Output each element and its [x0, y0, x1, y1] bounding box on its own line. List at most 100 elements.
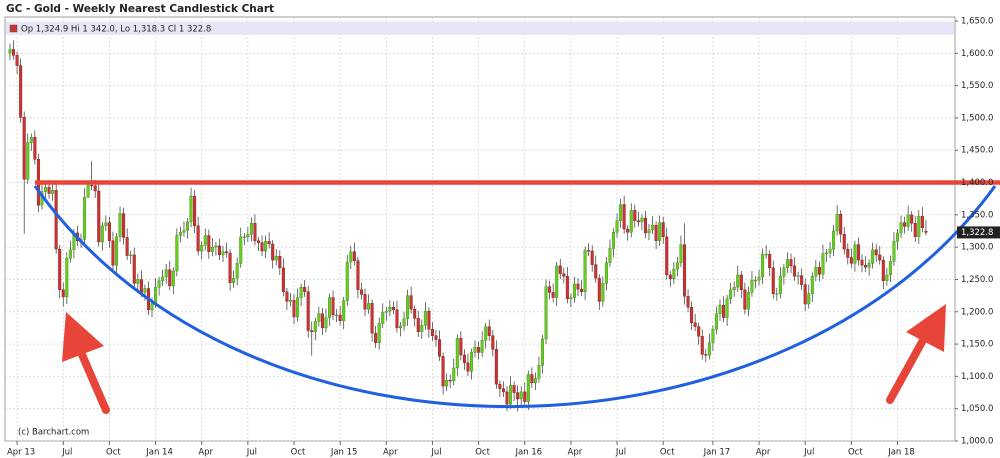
x-tick-label: Apr — [568, 448, 583, 458]
candle-body — [139, 279, 143, 293]
candle-body — [232, 277, 236, 283]
candle-body — [651, 224, 655, 230]
candle-body — [29, 137, 33, 143]
candle-body — [903, 222, 907, 227]
candle-body — [785, 259, 789, 269]
candle-body — [299, 287, 303, 298]
candle-body — [253, 223, 257, 241]
candle-body — [182, 230, 186, 233]
candle-body — [402, 318, 406, 327]
candle-body — [441, 356, 445, 387]
candle-body — [533, 378, 537, 384]
candle-body — [154, 287, 158, 304]
candle-body — [519, 391, 523, 400]
candle-body — [920, 215, 924, 228]
candle-body — [452, 367, 456, 382]
arrow-head — [62, 312, 104, 362]
y-tick-label: 1,350.0 — [961, 210, 993, 220]
candle-body — [619, 204, 623, 221]
candle-body — [707, 342, 711, 356]
candle-body — [420, 325, 424, 333]
x-tick-label: Oct — [848, 448, 863, 458]
x-tick-label: Jan 17 — [703, 448, 731, 458]
candle-body — [537, 365, 541, 379]
candle-body — [459, 338, 463, 356]
candle-body — [736, 274, 740, 288]
candle-body — [885, 274, 889, 281]
candle-body — [640, 217, 644, 223]
candle-body — [693, 322, 697, 327]
candle-body — [509, 385, 513, 405]
candle-body — [881, 259, 885, 281]
candle-body — [388, 307, 392, 312]
y-tick-label: 1,000.0 — [961, 437, 993, 447]
legend-text: Op 1,324.9 Hi 1 342.0, Lo 1,318.3 Cl 1 3… — [21, 25, 211, 35]
candle-body — [754, 279, 758, 282]
y-tick-label: 1,250.0 — [961, 275, 993, 285]
candle-body — [207, 235, 211, 252]
candle-body — [409, 295, 413, 310]
candle-body — [718, 305, 722, 314]
candle-body — [150, 303, 154, 311]
plot-frame — [4, 16, 956, 442]
candle-body — [725, 298, 729, 318]
candle-body — [679, 244, 683, 263]
candle-body — [196, 225, 200, 252]
candle-body — [913, 223, 917, 238]
candle-body — [221, 251, 225, 256]
candle-body — [505, 391, 509, 405]
candle-body — [551, 292, 555, 298]
candle-body — [675, 262, 679, 270]
chart-title: GC - Gold - Weekly Nearest Candlestick C… — [6, 3, 274, 15]
candle-body — [235, 263, 239, 279]
candle-body — [58, 248, 62, 290]
candle-body — [924, 230, 928, 233]
candle-body — [249, 223, 253, 235]
candle-body — [114, 236, 118, 266]
x-tick-label: Oct — [660, 448, 675, 458]
candle-body — [601, 283, 605, 302]
candle-body — [654, 224, 658, 241]
candle-body — [484, 326, 488, 341]
candle-body — [732, 287, 736, 291]
candle-body — [214, 245, 218, 248]
candle-body — [264, 241, 268, 252]
x-tick-label: Jul — [430, 448, 441, 458]
candle-body — [345, 261, 349, 301]
candle-body — [473, 347, 477, 353]
candle-body — [842, 234, 846, 250]
candle-body — [125, 237, 129, 256]
candle-body — [303, 287, 307, 292]
candle-body — [381, 312, 385, 324]
candle-body — [448, 380, 452, 382]
candle-body — [672, 268, 676, 280]
candle-body — [516, 392, 520, 400]
candle-body — [871, 249, 875, 264]
candle-body — [285, 291, 289, 302]
arrow-left — [62, 312, 110, 414]
last-price-box — [957, 226, 1000, 239]
candle-body — [466, 362, 470, 372]
candle-body — [15, 55, 19, 66]
candle-body — [864, 265, 868, 268]
candle-body — [129, 254, 133, 256]
candle-body — [391, 307, 395, 311]
candle-body — [860, 259, 864, 266]
candle-body — [100, 225, 104, 243]
candle-body — [846, 248, 850, 258]
candle-body — [8, 49, 12, 54]
candle-body — [331, 297, 335, 316]
candle-body — [743, 289, 747, 310]
y-tick-label: 1,050.0 — [961, 404, 993, 414]
arrow-shaft — [886, 338, 926, 404]
candle-body — [217, 245, 221, 256]
candle-body — [335, 314, 339, 317]
y-tick-label: 1,600.0 — [961, 49, 993, 59]
candle-body — [118, 213, 122, 238]
candle-body — [51, 190, 55, 194]
x-tick-label: Oct — [106, 448, 121, 458]
candle-body — [477, 347, 481, 353]
copyright: (c) Barchart.com — [18, 428, 89, 438]
candle-body — [239, 236, 243, 264]
